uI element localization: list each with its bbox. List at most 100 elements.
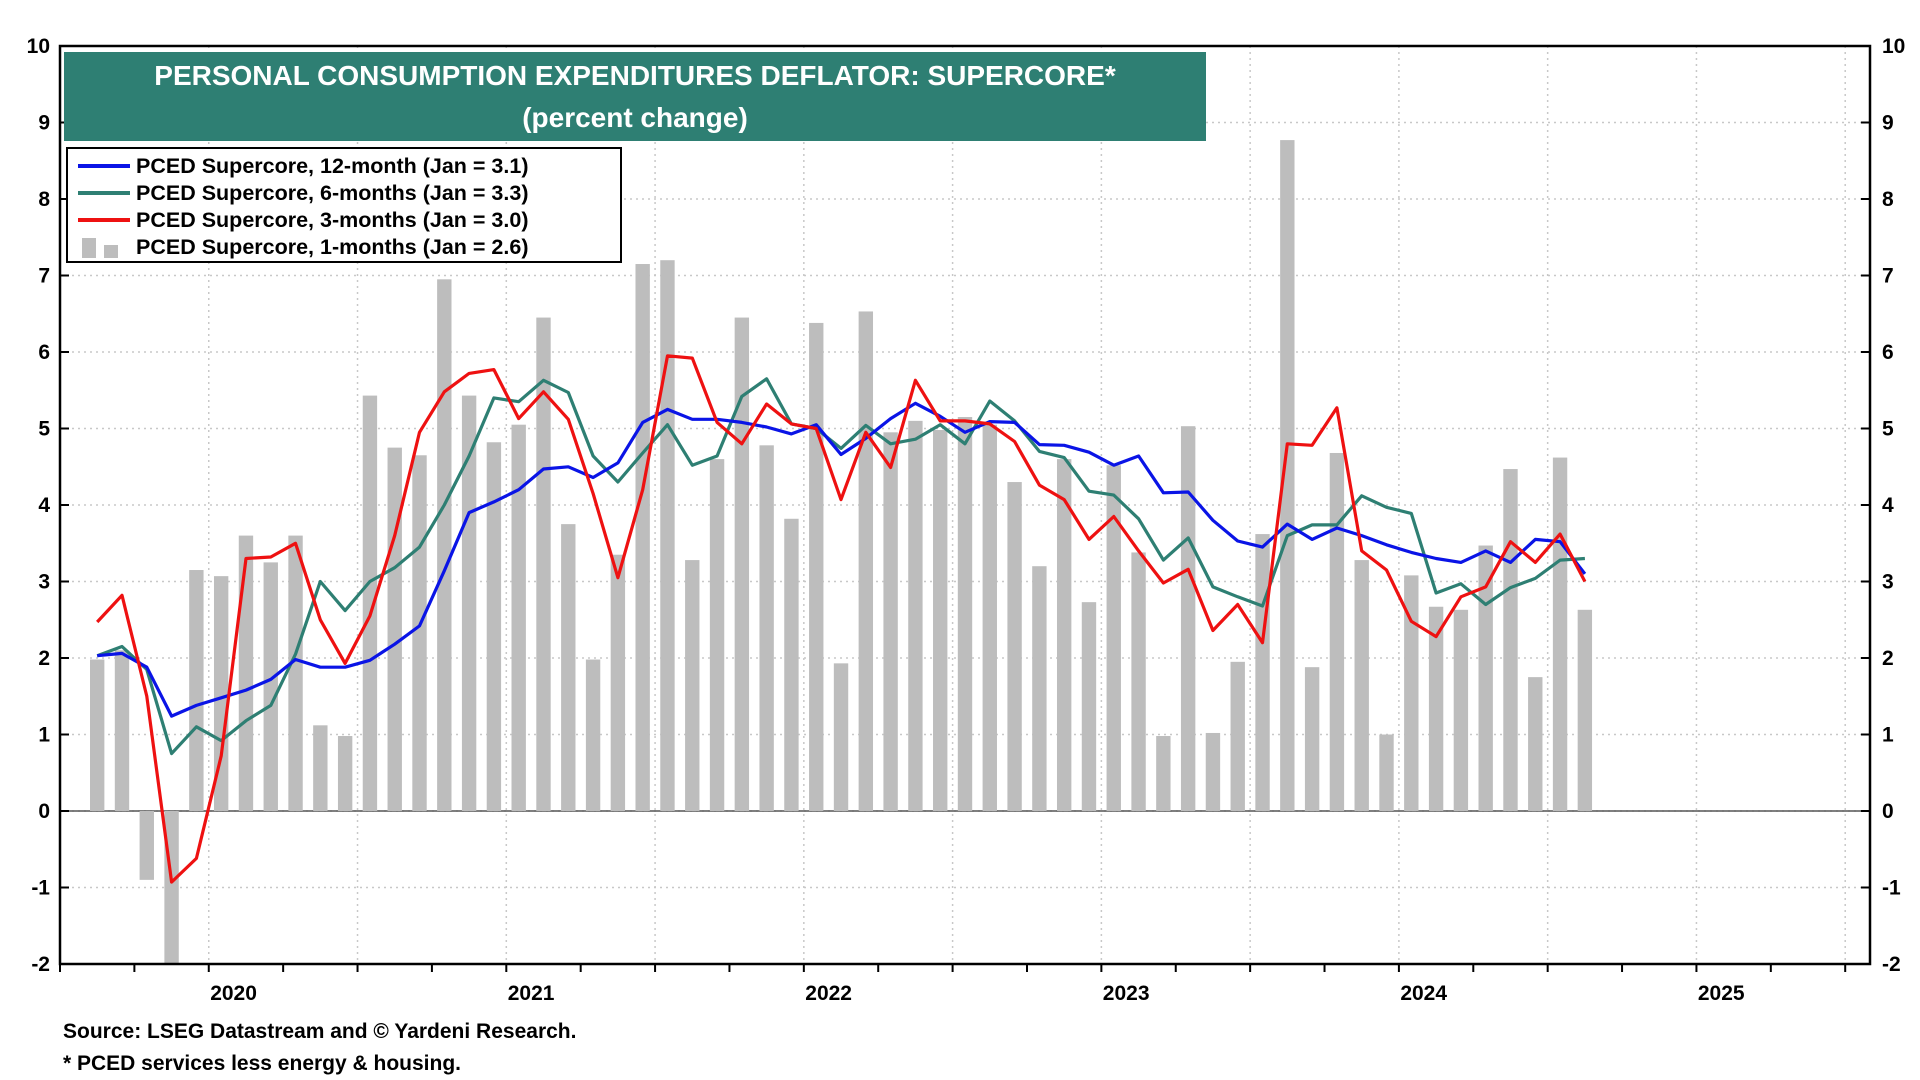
bar-1-month — [610, 554, 626, 811]
y-tick-label-right: 3 — [1882, 571, 1894, 594]
bar-1-month — [1503, 469, 1518, 811]
y-tick-label-right: 2 — [1882, 647, 1894, 670]
y-tick-label-left: 6 — [38, 341, 50, 364]
bar-1-month — [833, 663, 849, 811]
bar-1-month — [1428, 606, 1444, 811]
y-tick-label-left: 10 — [27, 35, 50, 58]
bar-1-month — [412, 455, 427, 811]
y-tick-label-right: 6 — [1882, 341, 1894, 364]
legend-item-3-months: PCED Supercore, 3-months (Jan = 3.0) — [68, 207, 620, 233]
bar-1-month — [883, 432, 898, 811]
y-tick-label-right: 10 — [1882, 35, 1905, 58]
y-tick-label-left: 0 — [38, 800, 50, 823]
legend-swatch — [82, 238, 132, 258]
chart-title-box: PERSONAL CONSUMPTION EXPENDITURES DEFLAT… — [64, 52, 1206, 141]
y-tick-label-left: 3 — [38, 571, 50, 594]
bar-1-month — [387, 447, 402, 811]
y-axis-right: -2 -1 0 1 2 3 4 5 6 7 8 9 10 — [1861, 35, 1905, 976]
bar-1-month — [511, 424, 526, 811]
bar-1-month — [1453, 609, 1469, 811]
bar-series-1-months — [90, 140, 1593, 964]
bar-1-month — [1081, 602, 1097, 811]
x-tick-label: 2024 — [1400, 982, 1447, 1005]
bar-1-month — [1478, 545, 1493, 811]
y-tick-label-left: 7 — [38, 265, 50, 288]
bar-1-month — [238, 535, 254, 811]
bar-1-month — [1304, 667, 1320, 811]
line-series-2 — [96, 354, 1587, 884]
y-tick-label-right: 5 — [1882, 418, 1894, 441]
bar-1-month — [709, 459, 725, 811]
bar-1-month — [1552, 457, 1568, 811]
bar-1-month — [685, 560, 700, 811]
bar-1-month — [957, 417, 973, 811]
bar-1-month — [337, 736, 353, 811]
bar-1-month — [1329, 452, 1345, 811]
bar-1-month — [784, 518, 799, 811]
bar-1-month — [1528, 677, 1543, 811]
y-tick-label-left: 1 — [38, 724, 50, 747]
bar-1-month — [1280, 140, 1295, 812]
y-axis-left: -2 -1 0 1 2 3 4 5 6 7 8 9 10 — [27, 35, 69, 976]
bar-1-month — [561, 524, 576, 811]
bar-1-month — [1156, 736, 1171, 811]
bar-1-month — [1205, 732, 1221, 811]
bar-1-month — [1404, 575, 1419, 811]
y-tick-label-left: -2 — [31, 953, 50, 976]
footnote: * PCED services less energy & housing. — [63, 1052, 461, 1075]
bar-1-month — [437, 279, 452, 811]
legend: PCED Supercore, 12-month (Jan = 3.1) PCE… — [66, 147, 622, 263]
y-tick-label-right: 4 — [1882, 494, 1894, 517]
bar-1-month — [1007, 482, 1022, 811]
bar-1-month — [908, 420, 923, 811]
bar-1-month — [933, 430, 948, 811]
bar-1-month — [809, 322, 824, 811]
y-tick-label-right: 7 — [1882, 265, 1894, 288]
x-axis: 2020 2021 2022 2023 2024 2025 — [59, 964, 1847, 1005]
y-tick-label-left: 8 — [38, 188, 50, 211]
y-tick-label-left: 2 — [38, 647, 50, 670]
x-tick-label: 2022 — [805, 982, 852, 1005]
bar-1-month — [1056, 459, 1072, 811]
bar-1-month — [362, 395, 378, 811]
bar-1-month — [139, 811, 154, 880]
bar-1-month — [858, 311, 874, 811]
bar-1-month — [982, 424, 997, 811]
legend-item-6-months: PCED Supercore, 6-months (Jan = 3.3) — [68, 180, 620, 206]
bar-1-month — [585, 659, 601, 811]
bar-1-month — [189, 570, 204, 811]
bar-1-month — [1106, 465, 1121, 811]
bar-1-month — [1379, 734, 1394, 811]
legend-label: PCED Supercore, 3-months (Jan = 3.0) — [136, 208, 529, 232]
y-tick-label-left: -1 — [31, 877, 50, 900]
bar-1-month — [1032, 566, 1047, 811]
source-note: Source: LSEG Datastream and © Yardeni Re… — [63, 1020, 577, 1043]
bar-1-month — [313, 725, 328, 811]
bar-1-month — [1577, 609, 1593, 811]
chart-subtitle: (percent change) — [522, 102, 748, 133]
line-series-1 — [96, 377, 1586, 756]
bar-1-month — [1131, 552, 1146, 811]
y-tick-label-left: 5 — [38, 418, 50, 441]
x-tick-label: 2020 — [210, 982, 257, 1005]
bar-1-month — [1180, 426, 1196, 811]
y-tick-label-right: 0 — [1882, 800, 1894, 823]
y-tick-label-right: 8 — [1882, 188, 1894, 211]
bar-1-month — [114, 650, 130, 811]
x-tick-label: 2023 — [1103, 982, 1150, 1005]
legend-swatch — [78, 218, 130, 222]
bar-1-month — [263, 562, 278, 811]
chart-title: PERSONAL CONSUMPTION EXPENDITURES DEFLAT… — [154, 60, 1116, 91]
line-series — [96, 354, 1587, 884]
bar-1-month — [1354, 560, 1369, 811]
bar-1-month — [660, 260, 675, 811]
legend-swatch — [78, 164, 130, 168]
bar-1-month — [536, 317, 551, 811]
bar-1-month — [1230, 661, 1245, 811]
y-tick-label-right: -1 — [1882, 877, 1901, 900]
x-tick-label: 2021 — [508, 982, 555, 1005]
bar-1-month — [486, 442, 502, 811]
line-series-0 — [97, 401, 1587, 718]
bar-1-month — [635, 264, 650, 811]
